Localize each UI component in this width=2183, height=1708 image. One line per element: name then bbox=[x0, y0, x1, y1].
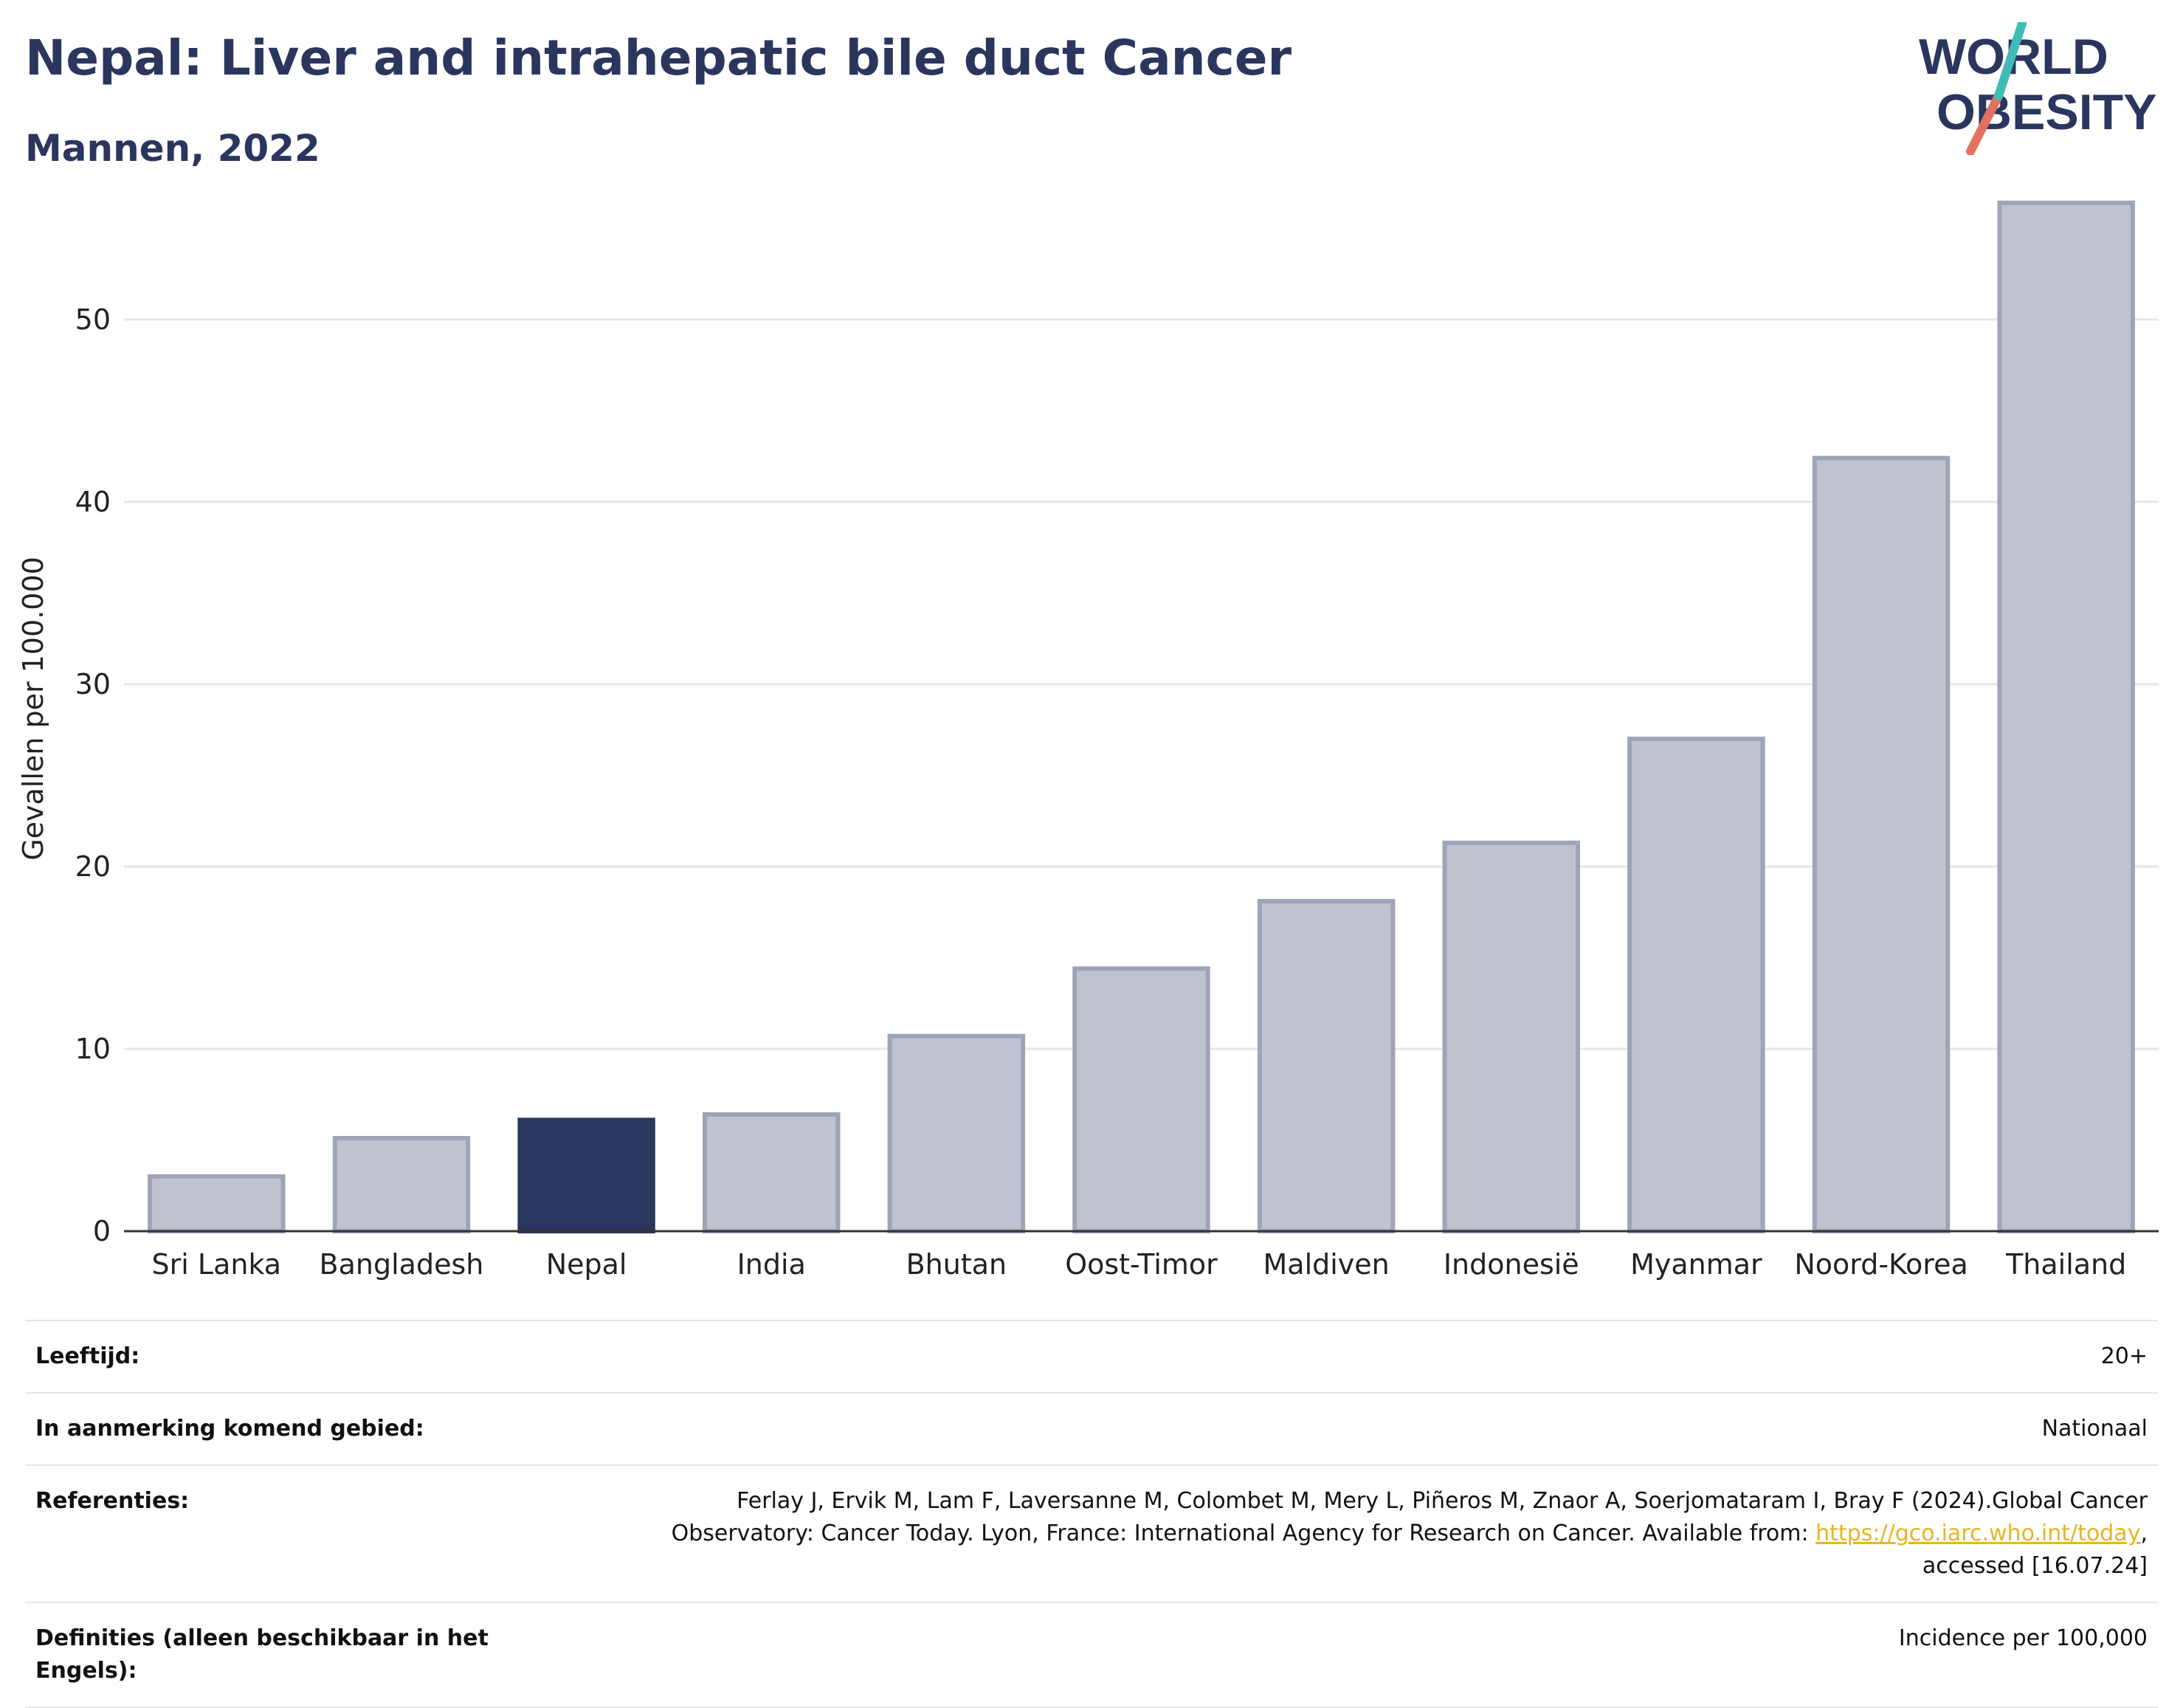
definitions-value: Incidence per 100,000 bbox=[1898, 1625, 2148, 1651]
y-tick-label: 20 bbox=[75, 850, 111, 883]
x-tick-label: Maldiven bbox=[1263, 1248, 1390, 1281]
bar-oost-timor bbox=[1072, 966, 1210, 1233]
bars bbox=[148, 200, 2135, 1234]
bar-chart: 0 10 20 30 40 50 Sri Lanka Bangladesh Nepal Indi… bbox=[17, 200, 2159, 1281]
x-tick-label: Nepal bbox=[546, 1248, 627, 1281]
meta-row-definitions: Definities (alleen beschikbaar in het En… bbox=[25, 1602, 2158, 1708]
chart-subtitle: Mannen, 2022 bbox=[25, 127, 320, 170]
y-tick-labels: 0 10 20 30 40 50 bbox=[75, 303, 111, 1247]
x-tick-label: Noord-Korea bbox=[1794, 1248, 1968, 1281]
meta-row-references: Referenties: Ferlay J, Ervik M, Lam F, L… bbox=[25, 1464, 2158, 1602]
references-accessed: , accessed [16.07.24] bbox=[1922, 1521, 2148, 1579]
x-tick-label: Bangladesh bbox=[320, 1248, 484, 1281]
references-value: Ferlay J, Ervik M, Lam F, Laversanne M, … bbox=[598, 1485, 2148, 1583]
x-tick-label: Oost-Timor bbox=[1065, 1248, 1218, 1281]
y-tick-label: 30 bbox=[75, 668, 111, 700]
y-tick-label: 40 bbox=[75, 486, 111, 518]
bar-noord-korea bbox=[1812, 455, 1951, 1233]
definitions-label: Definities (alleen beschikbaar in het En… bbox=[35, 1625, 489, 1684]
area-value: Nationaal bbox=[2041, 1416, 2148, 1442]
logo-line2: OBESITY bbox=[1937, 84, 2157, 140]
x-tick-label: Sri Lanka bbox=[152, 1248, 282, 1281]
bar-bhutan bbox=[887, 1033, 1026, 1234]
references-link[interactable]: https://gco.iarc.who.int/today bbox=[1815, 1521, 2141, 1546]
y-tick-label: 50 bbox=[75, 303, 111, 336]
x-tick-label: Thailand bbox=[2005, 1248, 2126, 1281]
references-text: Ferlay J, Ervik M, Lam F, Laversanne M, … bbox=[671, 1488, 2148, 1546]
bar-thailand bbox=[1997, 200, 2135, 1234]
bar-india bbox=[702, 1112, 841, 1234]
bar-maldiven bbox=[1257, 898, 1396, 1233]
references-label: Referenties: bbox=[35, 1488, 190, 1514]
x-tick-label: Bhutan bbox=[906, 1248, 1007, 1281]
chart-title: Nepal: Liver and intrahepatic bile duct … bbox=[25, 30, 1292, 86]
bar-nepal bbox=[517, 1118, 655, 1234]
bar-myanmar bbox=[1627, 737, 1765, 1233]
y-tick-label: 10 bbox=[75, 1033, 111, 1065]
bar-bangladesh bbox=[332, 1136, 471, 1233]
logo-slash-teal bbox=[1994, 22, 2027, 100]
x-tick-label: India bbox=[737, 1248, 806, 1281]
x-tick-label: Myanmar bbox=[1630, 1248, 1762, 1281]
x-tick-label: Indonesië bbox=[1444, 1248, 1579, 1281]
y-tick-label: 0 bbox=[93, 1215, 111, 1247]
world-obesity-logo: WORLD OBESITY bbox=[1919, 22, 2157, 155]
meta-row-age: Leeftijd: 20+ bbox=[25, 1320, 2158, 1392]
metadata-table: Leeftijd: 20+ In aanmerking komend gebie… bbox=[25, 1320, 2158, 1708]
x-tick-labels: Sri Lanka Bangladesh Nepal India Bhutan Oost-… bbox=[152, 1248, 2127, 1281]
bar-sri-lanka bbox=[148, 1174, 286, 1234]
area-label: In aanmerking komend gebied: bbox=[35, 1416, 424, 1442]
y-axis-label: Gevallen per 100.000 bbox=[17, 557, 49, 861]
meta-row-area: In aanmerking komend gebied: Nationaal bbox=[25, 1392, 2158, 1464]
logo-slash-red bbox=[1966, 92, 2003, 155]
age-value: 20+ bbox=[2100, 1343, 2148, 1369]
age-label: Leeftijd: bbox=[35, 1343, 140, 1369]
bar-indonesi- bbox=[1442, 840, 1581, 1233]
